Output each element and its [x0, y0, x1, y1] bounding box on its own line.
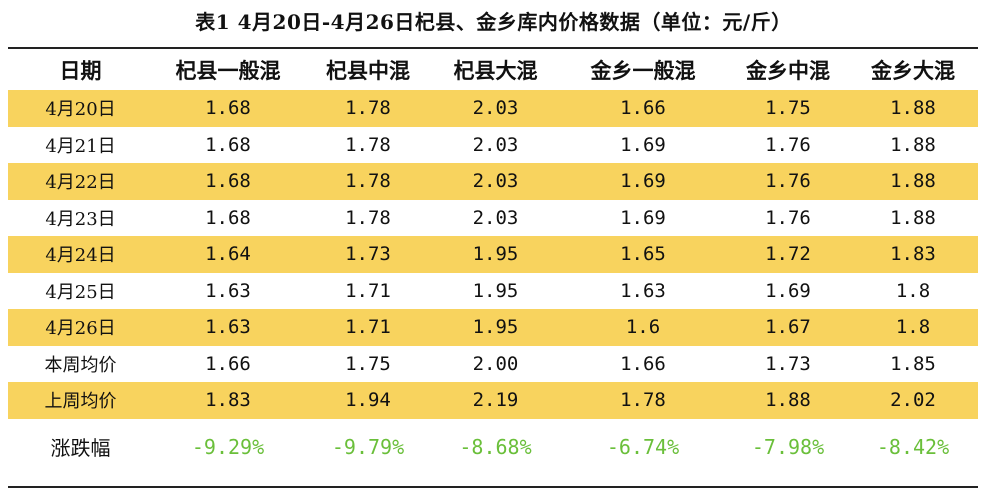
row-date-label: 4月20日	[8, 90, 153, 127]
price-cell: 1.68	[205, 206, 251, 229]
price-cell: 1.69	[765, 279, 811, 302]
change-row: 涨跌幅 -9.29% -9.79% -8.68% -6.74% -7.98% -8.42%	[8, 419, 978, 475]
price-cell: 2.00	[472, 352, 519, 375]
table-row: 4月21日 1.68 1.78 2.03 1.69 1.76 1.88	[8, 127, 978, 164]
price-cell: 1.63	[153, 309, 303, 346]
price-cell: 1.66	[205, 352, 251, 375]
change-percent-cell: -8.68%	[459, 434, 532, 459]
price-cell: 1.94	[303, 382, 433, 419]
table-row: 4月23日 1.68 1.78 2.03 1.69 1.76 1.88	[8, 200, 978, 237]
price-cell: 1.68	[205, 133, 251, 156]
price-cell: 1.63	[620, 279, 666, 302]
price-cell: 1.69	[620, 133, 666, 156]
table-row: 4月22日 1.68 1.78 2.03 1.69 1.76 1.88	[8, 163, 978, 200]
row-date-label: 4月22日	[8, 163, 153, 200]
price-cell: 1.85	[890, 352, 936, 375]
header-qixian-general: 杞县一般混	[175, 57, 281, 83]
price-cell: 1.76	[765, 206, 811, 229]
price-cell: 1.78	[303, 90, 433, 127]
top-rule	[8, 47, 978, 49]
header-date: 日期	[59, 57, 102, 83]
price-cell: 1.73	[765, 352, 811, 375]
price-cell: 1.63	[205, 279, 251, 302]
change-percent-cell: -9.79%	[331, 434, 405, 459]
price-cell: 1.71	[345, 279, 391, 302]
price-cell: 2.03	[472, 133, 519, 156]
price-cell: 1.6	[558, 309, 728, 346]
price-cell: 1.73	[303, 236, 433, 273]
row-date-label: 4月23日	[45, 208, 116, 230]
price-cell: 1.76	[728, 163, 848, 200]
row-date-label: 4月21日	[45, 135, 116, 157]
price-cell: 1.88	[728, 382, 848, 419]
row-date-label: 4月25日	[45, 281, 116, 303]
header-qixian-large: 杞县大混	[453, 57, 538, 83]
bottom-rule	[8, 486, 978, 488]
price-cell: 1.76	[765, 133, 811, 156]
price-cell: 1.95	[433, 309, 558, 346]
table-row: 4月20日 1.68 1.78 2.03 1.66 1.75 1.88	[8, 90, 978, 127]
price-cell: 1.65	[558, 236, 728, 273]
price-cell: 1.78	[558, 382, 728, 419]
change-percent-cell: -9.29%	[191, 434, 265, 459]
price-cell: 1.88	[890, 206, 936, 229]
row-date-label: 本周均价	[44, 354, 117, 376]
table-row: 4月24日 1.64 1.73 1.95 1.65 1.72 1.83	[8, 236, 978, 273]
price-cell: 2.19	[433, 382, 558, 419]
header-jinxiang-large: 金乡大混	[871, 57, 955, 83]
table-row: 4月26日 1.63 1.71 1.95 1.6 1.67 1.8	[8, 309, 978, 346]
row-date-label: 4月26日	[8, 309, 153, 346]
price-cell: 1.67	[728, 309, 848, 346]
price-cell: 1.83	[153, 382, 303, 419]
price-cell: 1.64	[153, 236, 303, 273]
price-cell: 1.69	[620, 206, 666, 229]
price-cell: 1.95	[472, 279, 519, 302]
price-cell: 2.02	[848, 382, 978, 419]
header-qixian-medium: 杞县中混	[326, 57, 410, 83]
header-row: 日期 杞县一般混 杞县中混 杞县大混 金乡一般混 金乡中混 金乡大混	[8, 49, 978, 90]
price-cell: 1.95	[433, 236, 558, 273]
price-table: 日期 杞县一般混 杞县中混 杞县大混 金乡一般混 金乡中混 金乡大混 4月20日…	[8, 49, 978, 475]
price-cell: 1.68	[153, 90, 303, 127]
price-cell: 1.69	[558, 163, 728, 200]
price-cell: 1.83	[848, 236, 978, 273]
price-cell: 1.88	[848, 90, 978, 127]
price-cell: 1.88	[848, 163, 978, 200]
price-cell: 1.78	[345, 206, 391, 229]
price-cell: 1.88	[890, 133, 936, 156]
price-cell: 1.8	[895, 279, 931, 302]
row-date-label: 4月24日	[8, 236, 153, 273]
change-percent-cell: -7.98%	[751, 434, 825, 459]
price-cell: 1.71	[303, 309, 433, 346]
price-cell: 1.72	[728, 236, 848, 273]
table-title: 表1 4月20日-4月26日杞县、金乡库内价格数据（单位：元/斤）	[195, 10, 792, 34]
price-cell: 1.78	[345, 133, 391, 156]
header-jinxiang-general: 金乡一般混	[590, 57, 696, 83]
price-cell: 2.03	[433, 90, 558, 127]
price-cell: 2.03	[472, 206, 519, 229]
change-label: 涨跌幅	[50, 436, 111, 460]
table-row: 上周均价 1.83 1.94 2.19 1.78 1.88 2.02	[8, 382, 978, 419]
table-row: 4月25日 1.63 1.71 1.95 1.63 1.69 1.8	[8, 273, 978, 310]
price-cell: 1.8	[848, 309, 978, 346]
price-cell: 2.03	[433, 163, 558, 200]
price-cell: 1.66	[558, 90, 728, 127]
price-cell: 1.75	[728, 90, 848, 127]
price-cell: 1.68	[153, 163, 303, 200]
price-cell: 1.66	[620, 352, 666, 375]
table-row: 本周均价 1.66 1.75 2.00 1.66 1.73 1.85	[8, 346, 978, 383]
change-percent-cell: -8.42%	[876, 434, 950, 459]
price-cell: 1.75	[345, 352, 391, 375]
header-jinxiang-medium: 金乡中混	[746, 57, 830, 83]
table-body: 4月20日 1.68 1.78 2.03 1.66 1.75 1.88 4月21日 1.68 1.…	[8, 90, 978, 475]
price-cell: 1.78	[303, 163, 433, 200]
change-percent-cell: -6.74%	[606, 434, 680, 459]
row-date-label: 上周均价	[8, 382, 153, 419]
